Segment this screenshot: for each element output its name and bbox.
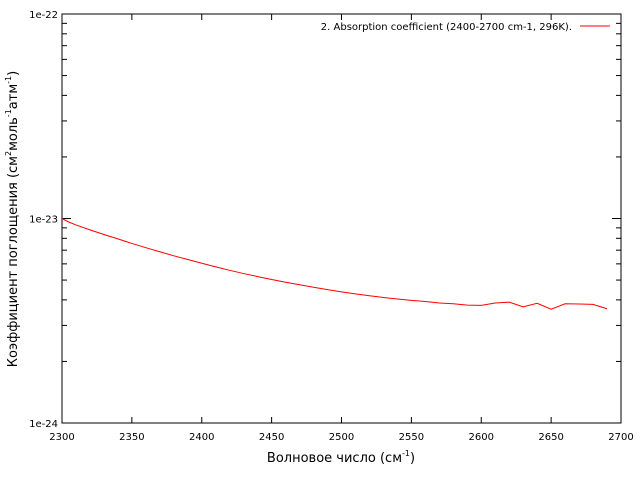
y-axis-title-sup: 2 bbox=[4, 151, 13, 156]
y-axis-title: Коэффициент поглощения (см2моль-1атм-1) bbox=[4, 71, 21, 367]
x-tick-label: 2650 bbox=[538, 432, 563, 443]
series-line bbox=[61, 218, 608, 310]
y-axis-title-part: ) bbox=[6, 71, 21, 76]
y-tick-label: 1e-24 bbox=[29, 419, 58, 430]
legend: 2. Absorption coefficient (2400-2700 cm-… bbox=[321, 22, 610, 33]
x-axis-title-main: Волновое число (см bbox=[267, 451, 402, 466]
x-tick-label: 2350 bbox=[119, 432, 144, 443]
x-tick-label: 2700 bbox=[608, 432, 633, 443]
y-axis-title-sup: -1 bbox=[4, 109, 13, 117]
plot-frame bbox=[61, 13, 622, 424]
x-axis-title: Волновое число (см-1) bbox=[267, 449, 415, 466]
series-layer bbox=[61, 218, 608, 310]
y-axis-title-part: моль bbox=[6, 117, 21, 151]
y-tick-label: 1e-22 bbox=[29, 10, 58, 21]
y-axis-title-sup: -1 bbox=[4, 76, 13, 84]
x-axis-ticks: 2300 2350 2400 2450 2500 2550 2600 2650 2700 bbox=[49, 14, 634, 443]
x-tick-label: 2600 bbox=[469, 432, 494, 443]
x-axis-title-sup: -1 bbox=[402, 449, 410, 458]
x-tick-label: 2450 bbox=[259, 432, 284, 443]
x-tick-label: 2550 bbox=[399, 432, 424, 443]
y-tick-label: 1e-23 bbox=[29, 215, 58, 226]
x-tick-label: 2300 bbox=[49, 432, 74, 443]
x-axis-title-end: ) bbox=[410, 451, 415, 466]
x-tick-label: 2400 bbox=[189, 432, 214, 443]
y-axis-title-part: атм bbox=[6, 84, 21, 109]
legend-label: 2. Absorption coefficient (2400-2700 cm-… bbox=[321, 22, 572, 33]
y-axis-ticks: 1e-24 1e-23 1e-22 bbox=[29, 10, 621, 430]
y-axis-title-part: Коэффициент поглощения (см bbox=[6, 156, 21, 367]
x-tick-label: 2500 bbox=[329, 432, 354, 443]
